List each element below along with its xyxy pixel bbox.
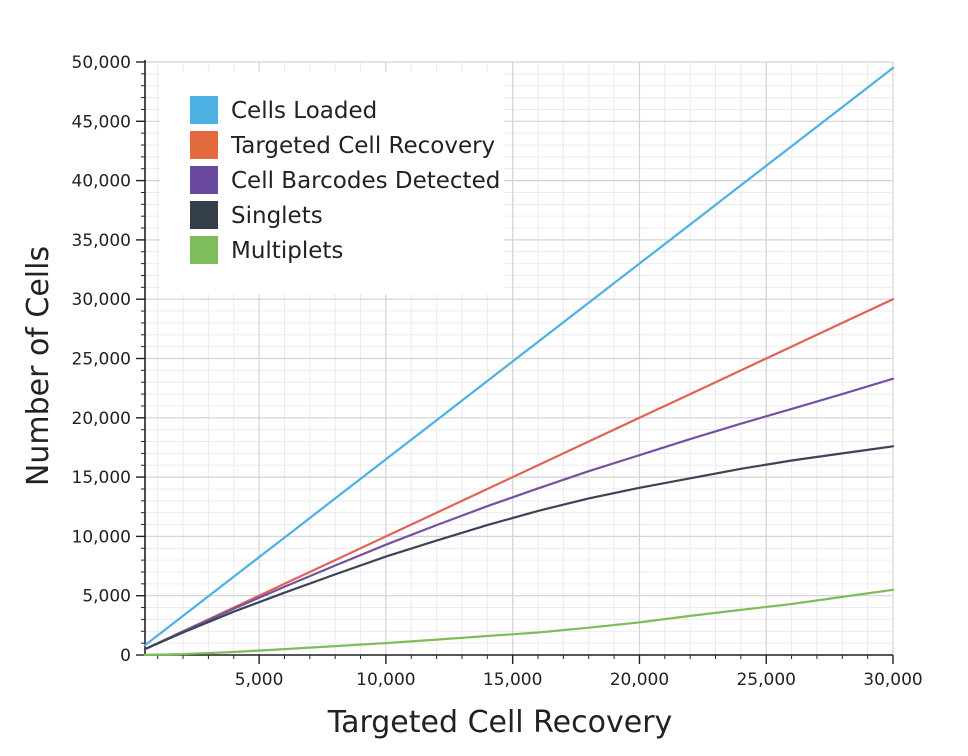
legend-label-cell-barcodes-detected: Cell Barcodes Detected: [231, 168, 500, 194]
legend-swatch-singlets: [190, 201, 218, 229]
series-line-targeted-cell-recovery: [143, 298, 895, 651]
series-line-cell-barcodes-detected: [143, 377, 895, 651]
series-line-cells-loaded: [143, 66, 895, 647]
y-tick-label: 20,000: [72, 409, 131, 429]
series-lines: [143, 66, 895, 657]
y-tick-label: 5,000: [82, 587, 131, 607]
x-tick-label: 25,000: [736, 670, 795, 690]
legend: Cells Loaded Targeted Cell Recovery Cell B…: [160, 72, 504, 294]
legend-label-cells-loaded: Cells Loaded: [231, 98, 377, 124]
legend-label-singlets: Singlets: [231, 203, 323, 229]
x-tick-label: 5,000: [235, 670, 284, 690]
axes: [136, 60, 894, 664]
legend-swatch-cell-barcodes-detected: [190, 166, 218, 194]
y-tick-label: 45,000: [72, 112, 131, 132]
legend-swatch-targeted-cell-recovery: [190, 131, 218, 159]
y-tick-label: 0: [120, 646, 131, 666]
legend-label-targeted-cell-recovery: Targeted Cell Recovery: [230, 133, 495, 159]
legend-label-multiplets: Multiplets: [231, 238, 343, 264]
y-tick-label: 10,000: [72, 527, 131, 547]
tick-labels: 5,000 10,000 15,000 20,000 25,000 30,000 0 5,00…: [72, 53, 923, 690]
y-tick-label: 30,000: [72, 290, 131, 310]
x-axis-title: Targeted Cell Recovery: [327, 705, 673, 740]
x-tick-label: 10,000: [356, 670, 415, 690]
y-tick-label: 40,000: [72, 172, 131, 192]
y-tick-label: 15,000: [72, 468, 131, 488]
legend-swatch-cells-loaded: [190, 96, 218, 124]
series-line-multiplets: [143, 588, 895, 657]
x-tick-label: 30,000: [863, 670, 922, 690]
y-tick-label: 50,000: [72, 53, 131, 73]
x-tick-label: 15,000: [483, 670, 542, 690]
y-tick-label: 35,000: [72, 231, 131, 251]
legend-swatch-multiplets: [190, 236, 218, 264]
series-line-singlets: [143, 445, 895, 651]
y-axis-title: Number of Cells: [21, 246, 56, 486]
y-tick-label: 25,000: [72, 350, 131, 370]
x-tick-label: 20,000: [610, 670, 669, 690]
